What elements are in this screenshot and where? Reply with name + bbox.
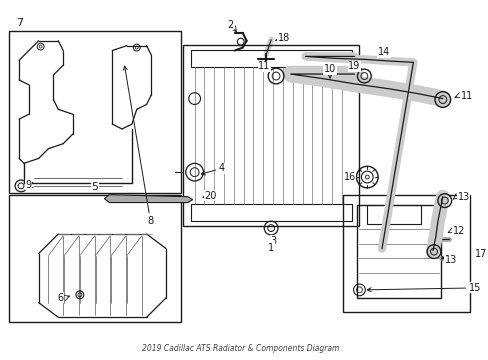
Bar	[183, 45, 359, 226]
Text: 9: 9	[26, 180, 32, 190]
Text: 5: 5	[91, 182, 98, 192]
Text: 2: 2	[226, 20, 233, 30]
Bar	[9, 195, 181, 322]
Text: 7: 7	[16, 18, 23, 28]
Text: 11: 11	[460, 91, 472, 101]
Bar	[357, 204, 440, 298]
Bar	[9, 31, 181, 193]
Text: 17: 17	[474, 248, 487, 258]
Text: 11: 11	[258, 61, 270, 71]
Text: 6: 6	[57, 293, 63, 303]
Text: 15: 15	[366, 283, 480, 293]
Text: 4: 4	[201, 163, 224, 175]
Polygon shape	[104, 195, 192, 203]
Text: 18: 18	[277, 33, 289, 43]
Text: 2019 Cadillac ATS Radiator & Components Diagram: 2019 Cadillac ATS Radiator & Components …	[142, 344, 339, 353]
Text: 3: 3	[269, 236, 276, 246]
Bar	[190, 50, 351, 67]
Text: 19: 19	[347, 61, 360, 71]
Text: 8: 8	[123, 66, 153, 226]
Bar	[342, 195, 469, 312]
Text: 12: 12	[452, 226, 464, 236]
Bar	[366, 204, 420, 224]
Text: 16: 16	[343, 172, 355, 182]
Text: 20: 20	[203, 191, 216, 201]
Text: 13: 13	[457, 192, 469, 202]
Text: 10: 10	[323, 64, 335, 74]
Text: 14: 14	[377, 48, 389, 58]
Text: 13: 13	[444, 256, 456, 265]
Text: 1: 1	[267, 243, 274, 253]
Bar	[190, 203, 351, 221]
